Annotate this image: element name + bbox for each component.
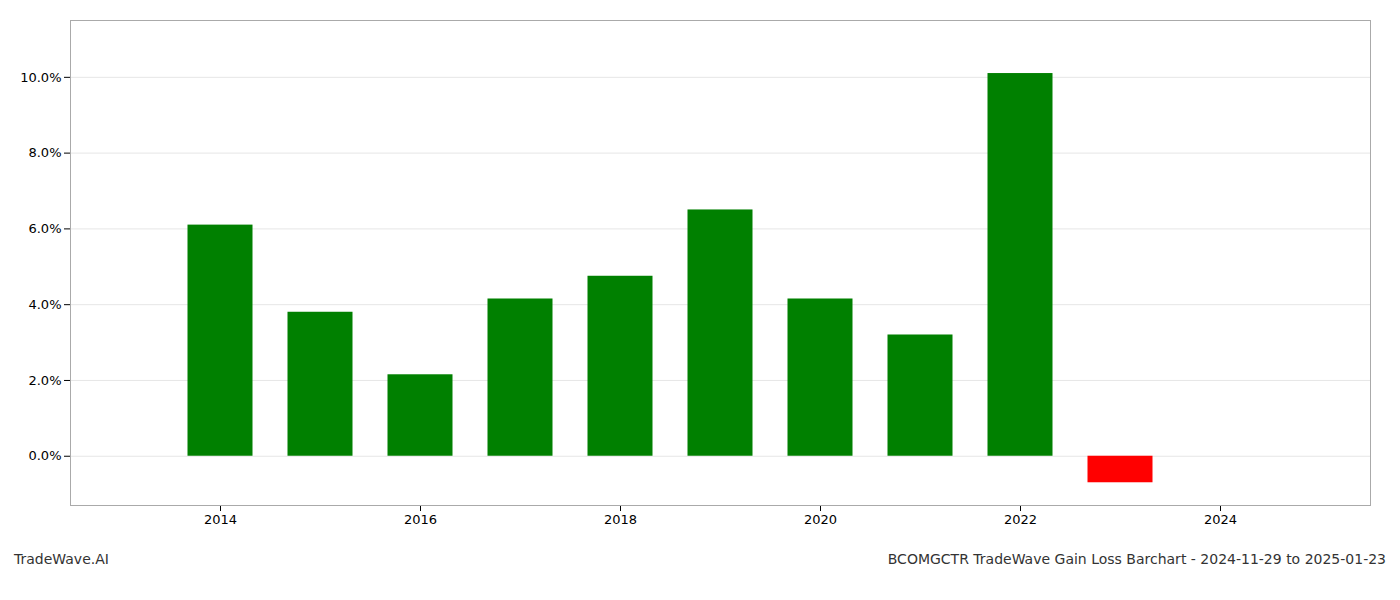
svg-text:2.0%: 2.0% (28, 373, 61, 388)
svg-text:2018: 2018 (604, 512, 637, 527)
svg-text:8.0%: 8.0% (28, 145, 61, 160)
html-text:BCOMGCTR TradeWave Gain Loss B: BCOMGCTR TradeWave Gain Loss Barchart - … (887, 551, 1386, 567)
svg-text:0.0%: 0.0% (28, 448, 61, 463)
svg-text:2024: 2024 (1204, 512, 1237, 527)
svg-text:6.0%: 6.0% (28, 221, 61, 236)
svg-text:4.0%: 4.0% (28, 297, 61, 312)
svg-text:2020: 2020 (804, 512, 837, 527)
svg-text:10.0%: 10.0% (20, 69, 61, 84)
svg-text:2022: 2022 (1004, 512, 1037, 527)
svg-text:2014: 2014 (204, 512, 237, 527)
html-text:TradeWave.AI: TradeWave.AI (14, 551, 109, 567)
svg-text:2016: 2016 (404, 512, 437, 527)
